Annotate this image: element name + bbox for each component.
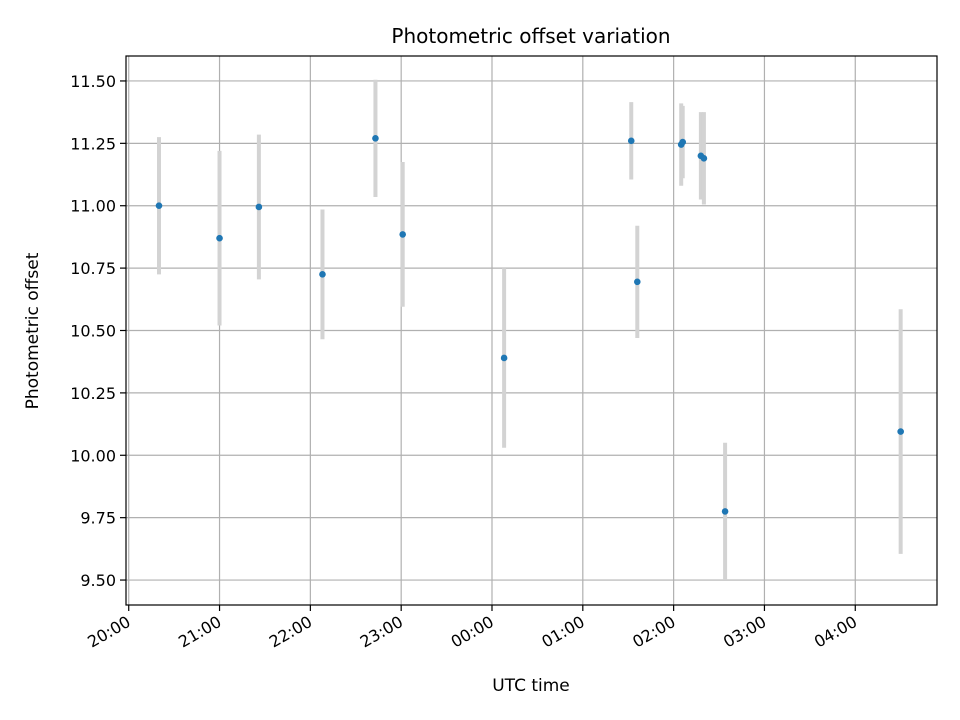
- data-point: [216, 234, 223, 242]
- data-point: [679, 138, 687, 146]
- y-tick-label: 11.00: [70, 197, 116, 216]
- data-point: [372, 135, 379, 142]
- chart-title: Photometric offset variation: [391, 24, 670, 48]
- x-axis-label: UTC time: [492, 676, 570, 696]
- data-point: [700, 155, 708, 162]
- y-tick-label: 9.50: [80, 571, 116, 590]
- point-layer: [155, 135, 904, 515]
- data-point: [721, 508, 729, 515]
- y-axis-label: Photometric offset: [23, 252, 43, 409]
- y-tick-label: 9.75: [80, 509, 116, 528]
- data-point: [634, 278, 641, 286]
- data-point: [155, 202, 163, 210]
- data-point: [500, 354, 508, 362]
- data-point: [255, 203, 263, 211]
- data-point: [897, 428, 904, 435]
- data-point: [399, 231, 406, 238]
- y-tick-label: 10.25: [70, 384, 116, 403]
- y-tick-label: 10.75: [70, 259, 116, 278]
- y-tick-label: 10.00: [70, 446, 116, 465]
- grid-layer: [126, 56, 937, 605]
- data-point: [627, 137, 635, 145]
- y-tick-label: 11.50: [70, 72, 116, 91]
- data-point: [319, 271, 326, 278]
- y-tick-label: 11.25: [70, 134, 116, 153]
- y-tick-label: 10.50: [70, 322, 116, 341]
